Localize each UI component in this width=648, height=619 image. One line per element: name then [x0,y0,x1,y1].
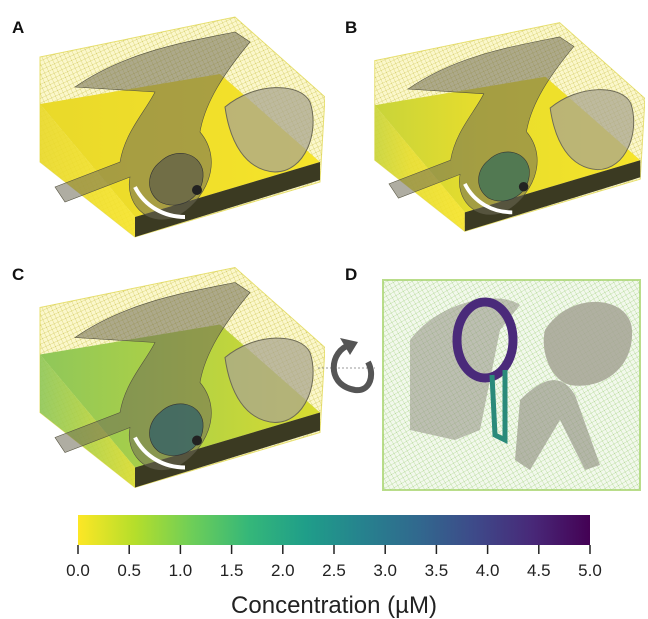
colorbar-label: Concentration (µM) [231,592,437,619]
colorbar-tick-label: 2.0 [271,561,295,580]
panel-a-render [38,15,325,239]
panel-label: C [12,265,24,284]
colorbar-tick-label: 4.5 [527,561,551,580]
rotation-arrow [318,338,375,394]
colorbar-tick-label: 3.5 [425,561,449,580]
panel-label: B [345,18,357,37]
colorbar-tick-label: 3.0 [373,561,397,580]
colorbar-tick-label: 4.0 [476,561,500,580]
colorbar [78,515,590,545]
colorbar-tick-label: 5.0 [578,561,602,580]
panel-b-render [372,20,645,234]
colorbar-tick-label: 0.0 [66,561,90,580]
colorbar-tick-label: 2.5 [322,561,346,580]
colorbar-tick-label: 1.0 [169,561,193,580]
panel-d-render [382,279,641,491]
panel-c-render [40,268,325,488]
panel-label: A [12,18,24,37]
panel-label: D [345,265,357,284]
colorbar-tick-label: 1.5 [220,561,244,580]
colorbar-tick-label: 0.5 [117,561,141,580]
